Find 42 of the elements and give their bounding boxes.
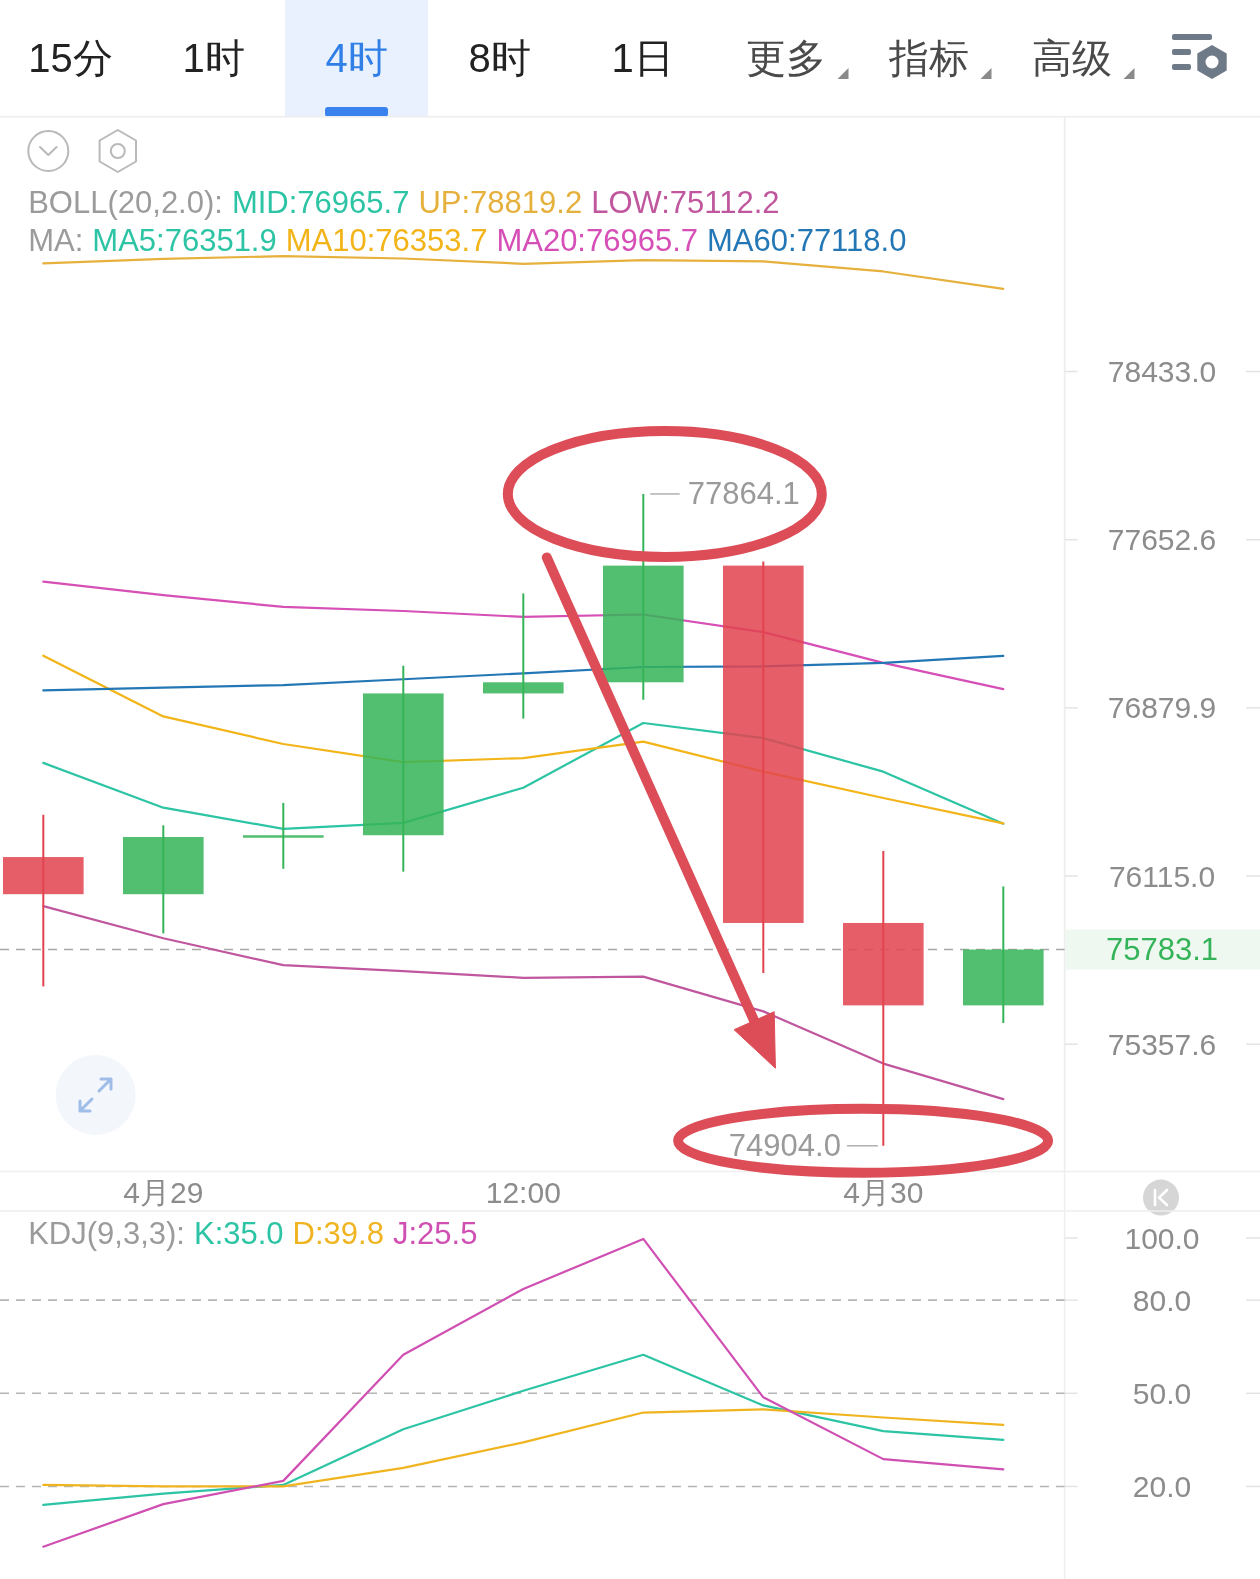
text: 更多	[745, 36, 826, 81]
series-label: UP:78819.2	[418, 185, 583, 220]
line-series	[42, 1408, 1005, 1488]
annotation: MID:76965.7	[231, 185, 410, 220]
annotation: 77864.1	[687, 476, 800, 512]
y-tick-label: 75357.6	[1107, 1027, 1217, 1061]
line-series	[42, 255, 1005, 291]
line-series	[42, 905, 1005, 1101]
x-tick-label: 4月30	[843, 1175, 924, 1209]
text: 15分	[28, 36, 113, 81]
y-tick-label: 50.0	[1132, 1376, 1192, 1410]
annotation: 74904.0	[728, 1128, 841, 1164]
annotation: KDJ(9,3,3):	[28, 1215, 185, 1251]
line-series	[42, 1353, 1005, 1506]
text: MA20:76965.7	[496, 223, 699, 259]
x-tick-label: 12:00	[485, 1175, 561, 1209]
y-tick-label: 20.0	[1132, 1469, 1192, 1503]
ref-line-label: 75783.1	[1105, 932, 1219, 968]
text: D:39.8	[292, 1215, 384, 1251]
y-tick-label: 77652.6	[1107, 523, 1217, 557]
text: K:35.0	[193, 1215, 284, 1251]
text: 1时	[182, 36, 245, 81]
y-tick-label: 78433.0	[1107, 355, 1217, 389]
annotation: BOLL(20,2.0):	[28, 185, 223, 220]
text: 4时	[325, 36, 388, 81]
y-tick-label: 80.0	[1132, 1283, 1192, 1317]
text: MA5:76351.9	[92, 223, 277, 259]
y-tick-label: 76879.9	[1107, 691, 1217, 725]
text: LOW:75112.2	[591, 185, 780, 220]
candlestick	[483, 592, 564, 720]
candlestick	[243, 801, 324, 870]
text: 高级	[1031, 36, 1112, 81]
text: 8时	[468, 36, 531, 81]
text: 1日	[611, 36, 674, 81]
text: MA60:77118.0	[707, 223, 907, 259]
text: 指标	[887, 36, 969, 81]
y-tick-label: 76115.0	[1108, 859, 1216, 893]
x-tick-label: 4月29	[123, 1175, 204, 1209]
y-tick-label: 100.0	[1124, 1221, 1200, 1255]
annotation: MA:	[28, 223, 84, 259]
series-label: J:25.5	[392, 1215, 478, 1251]
text: MA10:76353.7	[285, 223, 488, 259]
